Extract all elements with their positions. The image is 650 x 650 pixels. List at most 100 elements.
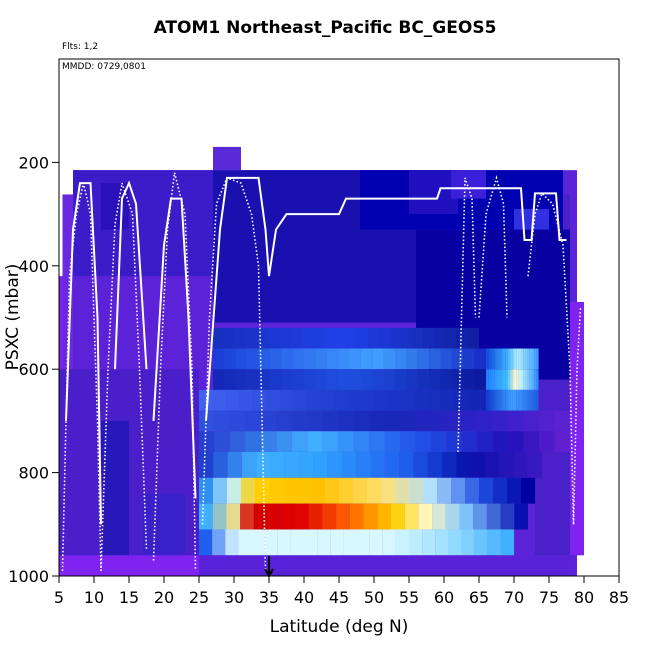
heatmap-cell	[311, 477, 326, 504]
heatmap-cell	[339, 477, 354, 504]
heatmap-cell	[486, 503, 501, 530]
heatmap-cell	[322, 503, 337, 530]
heatmap-cell	[536, 348, 539, 370]
heatmap-cell	[214, 410, 230, 432]
heatmap-cell	[492, 389, 495, 411]
heatmap-cell	[529, 348, 533, 370]
heatmap-cell	[260, 410, 277, 432]
heatmap-cell	[225, 529, 239, 556]
heatmap-cell	[281, 369, 293, 390]
heatmap-cell	[521, 477, 536, 504]
heatmap-cell	[409, 477, 424, 504]
heatmap-cell	[512, 348, 515, 370]
heatmap-cell	[269, 348, 282, 370]
heatmap-cell	[395, 477, 410, 504]
y-tick-label: 600	[18, 360, 49, 379]
heatmap-cell	[390, 327, 402, 349]
heatmap-cell	[474, 369, 487, 390]
heatmap-cell	[224, 369, 236, 390]
heatmap-cell	[493, 477, 508, 504]
chart-title: ATOM1 Northeast_Pacific BC_GEOS5	[153, 18, 497, 38]
heatmap-cell	[499, 369, 502, 390]
heatmap-cell	[404, 503, 419, 530]
heatmap-cell	[304, 348, 316, 370]
heatmap-cell	[503, 389, 506, 411]
heatmap-cell	[317, 529, 331, 556]
heatmap-cell	[214, 431, 230, 452]
heatmap-cell	[326, 369, 339, 390]
x-tick-label: 60	[434, 588, 454, 607]
heatmap-cell	[539, 410, 555, 432]
heatmap-cell	[521, 389, 524, 411]
heatmap-cell	[523, 369, 526, 390]
heatmap-cell	[308, 503, 323, 530]
heatmap-cell	[241, 477, 256, 504]
heatmap-cell	[327, 451, 342, 478]
heatmap-cell	[513, 451, 528, 478]
heatmap-cell	[490, 389, 493, 411]
heatmap-cell	[333, 389, 347, 411]
flights-note: Flts: 1,2	[62, 42, 99, 52]
heatmap-cell	[494, 348, 498, 370]
heatmap-cell	[492, 369, 495, 390]
heatmap-cell	[514, 369, 517, 390]
heatmap-cell	[505, 389, 508, 411]
heatmap-cell	[417, 348, 430, 370]
heatmap-cell	[370, 451, 385, 478]
heatmap-cell	[390, 503, 405, 530]
heatmap-cell	[463, 369, 475, 390]
heatmap-cell	[357, 327, 369, 349]
heatmap-cell	[510, 348, 513, 370]
heatmap-cell	[281, 348, 293, 370]
heatmap-cell	[213, 369, 225, 390]
heatmap-cell	[349, 369, 361, 390]
heatmap-cell	[372, 348, 384, 370]
heatmap-cell	[399, 451, 414, 478]
heatmap-cell	[386, 389, 401, 411]
heatmap-cell	[307, 410, 323, 432]
heatmap-cell	[369, 410, 385, 432]
heatmap-cell	[349, 348, 361, 370]
heatmap-cell	[508, 410, 524, 432]
heatmap-cell	[534, 389, 537, 411]
heatmap-cell	[247, 348, 259, 370]
heatmap-cell	[512, 369, 515, 390]
heatmap-cell	[290, 327, 302, 349]
heatmap-cell	[486, 389, 489, 411]
heatmap-cell	[281, 503, 296, 530]
heatmap-cell	[235, 348, 248, 370]
heatmap-cell	[440, 348, 452, 370]
heatmap-cell	[525, 369, 528, 390]
heatmap-cell	[448, 529, 462, 556]
heatmap-cell	[456, 451, 471, 478]
heatmap-cell	[507, 369, 511, 390]
heatmap-cell	[269, 369, 282, 390]
heatmap-cell	[373, 389, 387, 411]
heatmap-cell	[143, 493, 185, 556]
heatmap-cell	[227, 451, 242, 478]
heatmap-cell	[510, 369, 513, 390]
heatmap-cell	[434, 327, 446, 349]
heatmap-cell	[379, 327, 391, 349]
heatmap-cell	[488, 369, 491, 390]
heatmap-cell	[292, 369, 305, 390]
heatmap-cell	[199, 555, 570, 576]
x-tick-label: 65	[469, 588, 489, 607]
heatmap-cell	[384, 431, 401, 452]
heatmap-cell	[270, 451, 285, 478]
heatmap-cell	[488, 348, 491, 370]
heatmap-cell	[247, 369, 259, 390]
heatmap-cell	[372, 369, 384, 390]
heatmap-cell	[279, 389, 293, 411]
heatmap-cell	[432, 503, 446, 530]
heatmap-cell	[264, 529, 278, 556]
heatmap-cell	[459, 503, 474, 530]
heatmap-cell	[418, 503, 433, 530]
heatmap-cell	[406, 369, 418, 390]
heatmap-cell	[488, 389, 491, 411]
heatmap-cell	[338, 431, 354, 452]
x-tick-label: 35	[259, 588, 279, 607]
heatmap-cell	[353, 410, 370, 432]
heatmap-cell	[341, 451, 357, 478]
heatmap-cell	[477, 410, 493, 432]
